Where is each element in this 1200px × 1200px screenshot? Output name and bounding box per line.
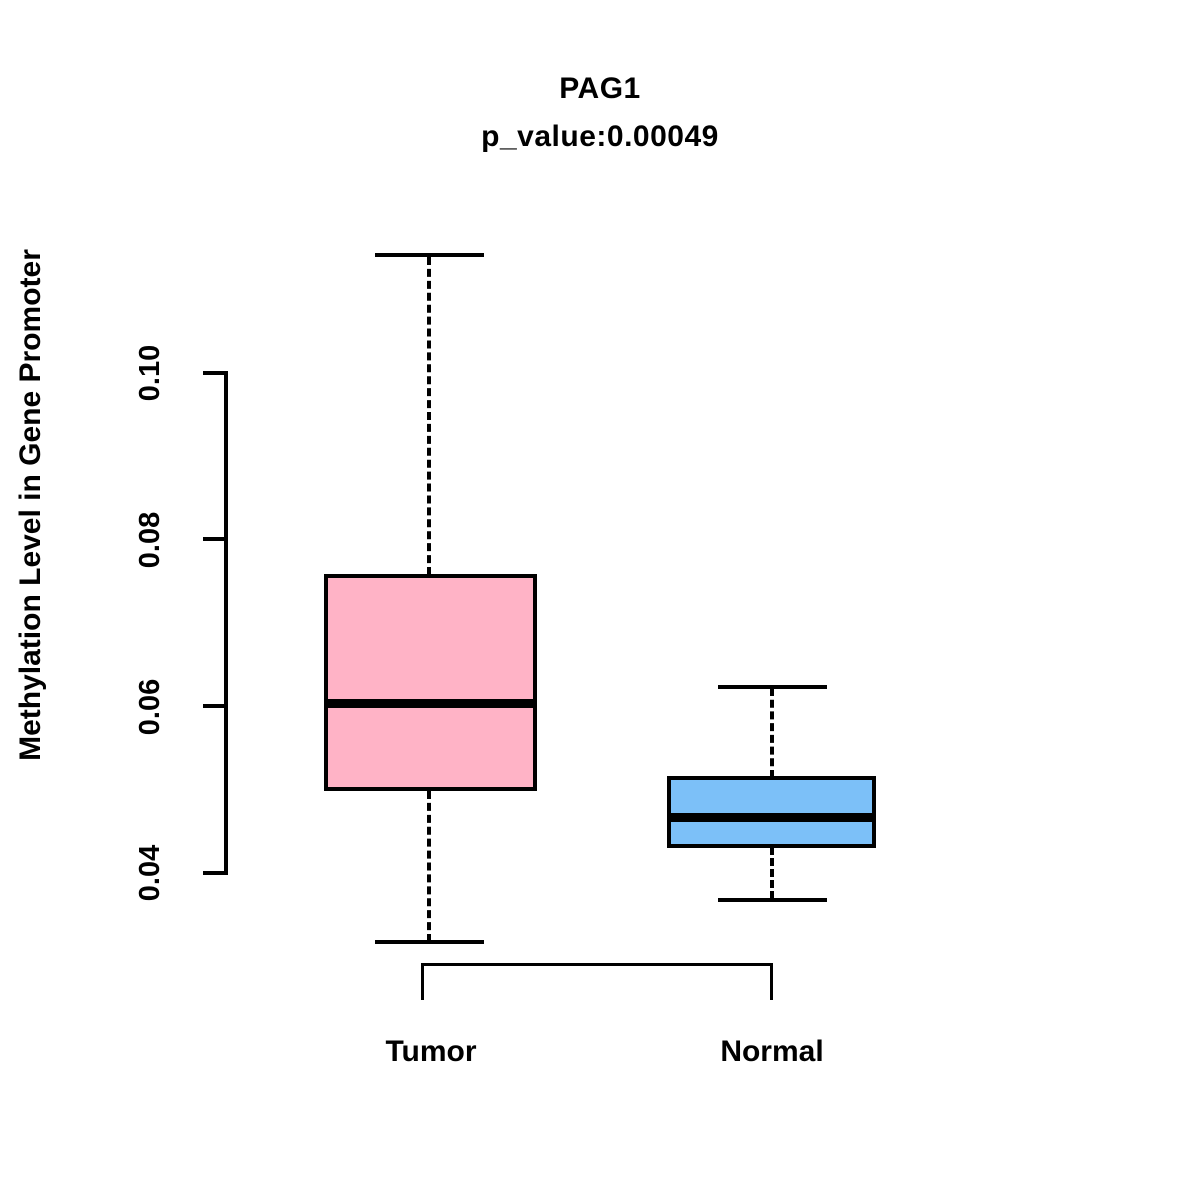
y-tick-mark-0.04 xyxy=(203,871,228,875)
tumor-box[interactable] xyxy=(324,574,537,791)
y-tick-label-0.08: 0.08 xyxy=(134,511,166,569)
normal-median-line xyxy=(667,813,876,822)
x-tick-label-normal: Normal xyxy=(720,1035,824,1068)
x-tick-label-tumor: Tumor xyxy=(385,1035,477,1068)
y-tick-label-0.10: 0.10 xyxy=(134,344,166,402)
tumor-median-line xyxy=(324,699,537,708)
pvalue-subtitle: p_value:0.00049 xyxy=(481,120,719,153)
page-title: PAG1 xyxy=(559,72,641,105)
tumor-lower-whisker xyxy=(427,791,431,942)
normal-box[interactable] xyxy=(667,776,876,848)
y-tick-label-0.06: 0.06 xyxy=(134,678,166,736)
normal-lower-whisker-cap xyxy=(718,898,827,902)
tumor-upper-whisker-cap xyxy=(375,253,484,257)
normal-upper-whisker-cap xyxy=(718,685,827,689)
tumor-lower-whisker-cap xyxy=(375,940,484,944)
normal-upper-whisker xyxy=(770,688,774,778)
y-tick-mark-0.10 xyxy=(203,371,228,375)
normal-lower-whisker xyxy=(770,847,774,899)
tumor-upper-whisker xyxy=(427,257,431,575)
y-tick-mark-0.08 xyxy=(203,537,228,541)
x-axis-bracket xyxy=(421,963,773,1000)
y-axis-line xyxy=(224,371,228,875)
y-axis-title: Methylation Level in Gene Promoter xyxy=(14,249,47,761)
y-tick-mark-0.06 xyxy=(203,704,228,708)
y-tick-label-0.04: 0.04 xyxy=(134,844,166,902)
